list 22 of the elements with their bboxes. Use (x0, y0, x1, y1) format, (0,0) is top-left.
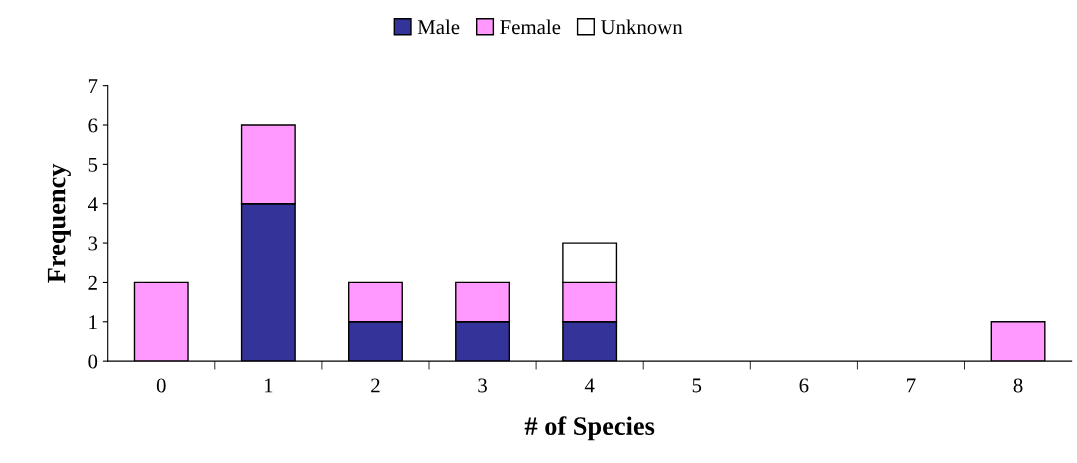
y-tick-label: 5 (88, 157, 98, 172)
legend-label: Female (500, 19, 561, 35)
x-tick-label: 2 (371, 378, 380, 393)
x-tick-label: 4 (584, 378, 595, 393)
y-tick-label: 0 (88, 354, 98, 369)
y-tick-label: 3 (88, 236, 98, 251)
y-axis-title: Frequency (47, 163, 71, 283)
y-tick-label: 6 (88, 118, 98, 133)
x-tick-label: 3 (478, 378, 487, 393)
legend-label: Unknown (600, 19, 683, 35)
x-tick-label: 8 (1013, 378, 1023, 393)
legend-label: Male (417, 19, 460, 35)
x-tick-label: 0 (156, 378, 166, 393)
x-tick-label: 5 (692, 378, 702, 393)
y-tick-label: 4 (87, 197, 98, 211)
x-tick-label: 1 (264, 378, 273, 393)
x-axis-title: # of Species (524, 416, 655, 441)
x-tick-label: 7 (907, 378, 916, 393)
x-tick-label: 6 (799, 378, 809, 393)
y-tick-label: 2 (88, 275, 97, 290)
y-tick-label: 7 (88, 79, 98, 93)
y-tick-label: 1 (89, 315, 97, 330)
